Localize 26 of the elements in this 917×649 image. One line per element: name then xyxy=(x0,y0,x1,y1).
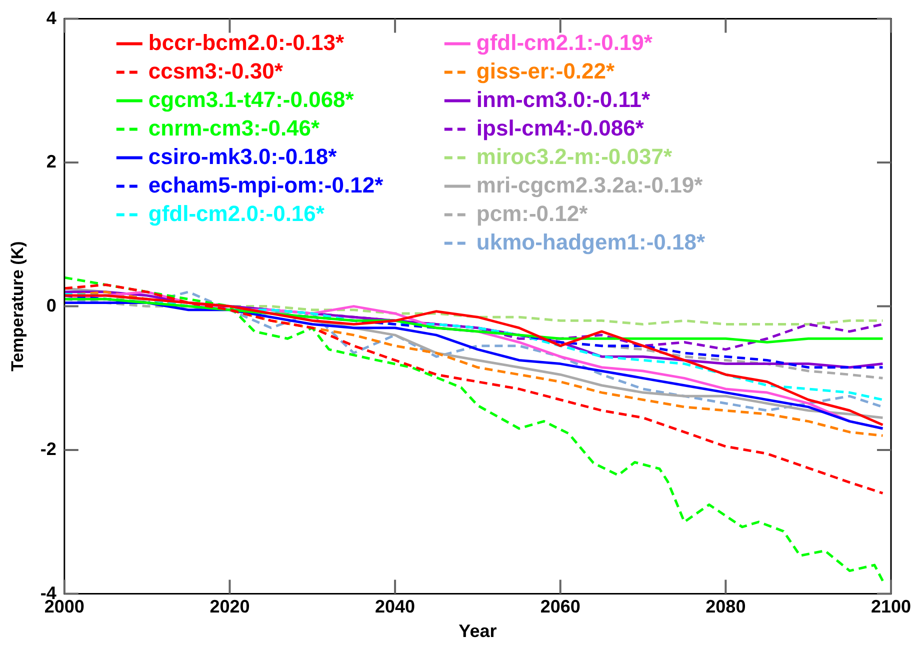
legend-label: inm-cm3.0:-0.11* xyxy=(476,86,650,112)
x-tick-label: 2080 xyxy=(706,596,746,617)
legend-label: ccsm3:-0.30* xyxy=(148,58,284,84)
y-tick-label: 2 xyxy=(46,152,56,172)
x-tick-label: 2020 xyxy=(210,596,250,617)
legend-label: pcm:-0.12* xyxy=(476,200,588,226)
y-tick-label: 0 xyxy=(46,295,56,316)
y-tick-label: 4 xyxy=(46,8,56,28)
legend-label: echam5-mpi-om:-0.12* xyxy=(148,172,384,198)
legend-label: cgcm3.1-t47:-0.068* xyxy=(148,86,354,112)
legend-label: ukmo-hadgem1:-0.18* xyxy=(476,229,706,254)
legend-label: miroc3.2-m:-0.037* xyxy=(476,144,672,169)
legend-label: csiro-mk3.0:-0.18* xyxy=(148,144,338,169)
x-axis-title: Year xyxy=(458,621,497,642)
legend-label: gfdl-cm2.0:-0.16* xyxy=(148,200,325,226)
x-tick-label: 2060 xyxy=(540,596,580,617)
x-tick-label: 2040 xyxy=(375,596,416,617)
legend-label: cnrm-cm3:-0.46* xyxy=(148,115,320,140)
legend-label: gfdl-cm2.1:-0.19* xyxy=(476,30,653,55)
legend-label: bccr-bcm2.0:-0.13* xyxy=(148,30,344,55)
y-tick-label: -2 xyxy=(40,439,56,460)
y-axis-title: Temperature (K) xyxy=(8,241,27,372)
legend-label: mri-cgcm2.3.2a:-0.19* xyxy=(476,172,704,198)
x-tick-label: 2100 xyxy=(870,596,912,617)
legend-label: giss-er:-0.22* xyxy=(476,58,616,84)
legend-label: ipsl-cm4:-0.086* xyxy=(476,115,644,140)
